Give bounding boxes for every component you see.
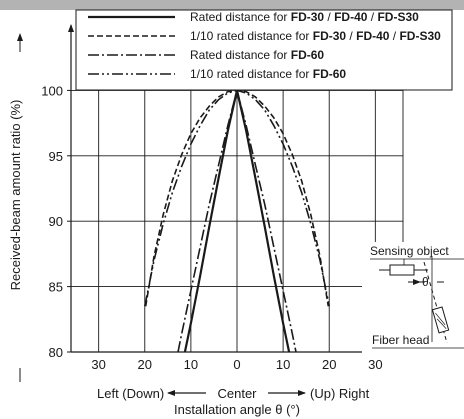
x-direction-right: (Up) Right [310,386,370,401]
legend-box [75,9,453,91]
fiber-head-label: Fiber head [372,333,429,347]
legend: Rated distance for FD-30 / FD-40 / FD-S3… [75,9,453,91]
y-tick-label: 85 [49,280,63,295]
y-tick-label: 95 [49,149,63,164]
y-tick-label: 80 [49,345,63,360]
x-axis-directions: Left (Down) Center (Up) Right Installati… [97,386,370,417]
x-tick-label: 30 [91,357,105,372]
y-tick-label: 90 [49,214,63,229]
sensing-object-icon [389,264,415,276]
legend-label-4: 1/10 rated distance for FD-60 [190,67,346,81]
x-tick-label: 20 [138,357,152,372]
theta-label: θ [422,275,429,289]
legend-label-2: 1/10 rated distance for FD-30 / FD-40 / … [190,29,441,43]
inset-box [362,242,464,357]
x-tick-label: 10 [184,357,198,372]
x-direction-left: Left (Down) [97,386,164,401]
y-tick-label: 100 [41,83,63,98]
x-tick-label: 10 [276,357,290,372]
x-tick-label: 20 [322,357,336,372]
x-direction-center: Center [217,386,257,401]
y-axis-label: Received-beam amount ratio (%) [8,100,23,291]
grid [67,24,404,353]
y-axis-title: Received-beam amount ratio (%) [8,33,23,382]
legend-label-3: Rated distance for FD-60 [190,48,324,62]
legend-label-1: Rated distance for FD-30 / FD-40 / FD-S3… [190,10,419,24]
x-axis-label: Installation angle θ (°) [174,402,300,417]
header-band [0,0,464,10]
fiber-head-icon [431,306,450,334]
sensing-object-label: Sensing object [370,244,449,258]
x-tick-label: 0 [233,357,240,372]
inset-diagram: Sensing object θ Fiber head [362,242,464,357]
x-tick-label: 30 [368,357,382,372]
